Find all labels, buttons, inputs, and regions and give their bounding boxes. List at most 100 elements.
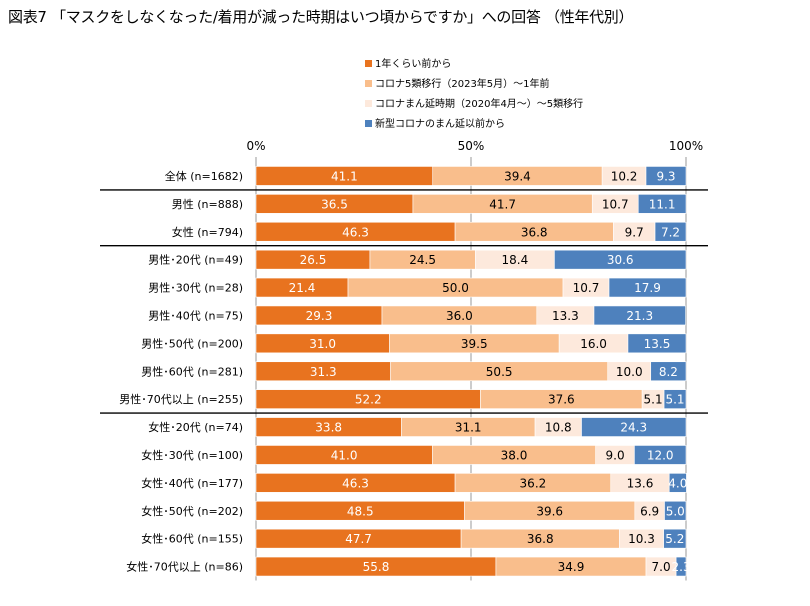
data-label: 24.3 (620, 421, 647, 435)
legend-label: 1年くらい前から (375, 57, 451, 70)
data-label: 5.2 (665, 532, 684, 546)
data-label: 48.5 (347, 504, 374, 518)
bar-segment (663, 528, 687, 549)
data-label: 10.7 (573, 281, 600, 295)
data-label: 7.2 (661, 225, 680, 239)
data-label: 55.8 (363, 560, 390, 574)
data-label: 10.3 (628, 532, 655, 546)
bar-segment (668, 473, 687, 493)
data-label: 9.0 (606, 448, 625, 462)
data-label: 46.3 (342, 225, 369, 239)
x-tick-label: 50% (458, 139, 485, 153)
data-label: 11.1 (649, 197, 676, 211)
category-label: 女性 (n=794) (172, 225, 243, 239)
data-label: 26.5 (300, 253, 327, 267)
data-label: 41.0 (331, 448, 358, 462)
category-label: 女性･70代以上 (n=86) (126, 560, 243, 574)
data-label: 31.0 (309, 337, 336, 351)
category-label: 女性･40代 (n=177) (141, 476, 243, 490)
data-label: 29.3 (306, 309, 333, 323)
data-label: 50.0 (442, 281, 469, 295)
legend-label: コロナまん延時期（2020年4月～）～5類移行 (375, 97, 583, 110)
data-label: 12.0 (647, 448, 674, 462)
x-tick-label: 100% (669, 139, 703, 153)
data-label: 9.7 (625, 225, 644, 239)
legend-swatch (365, 60, 372, 67)
data-label: 5.1 (665, 393, 684, 407)
legend-label: 新型コロナのまん延以前から (375, 117, 505, 130)
data-label: 39.4 (504, 169, 531, 183)
data-label: 52.2 (355, 393, 382, 407)
data-label: 5.0 (666, 504, 685, 518)
data-label: 17.9 (634, 281, 661, 295)
data-label: 38.0 (501, 448, 528, 462)
data-label: 36.2 (520, 476, 547, 490)
bar-segment (593, 305, 686, 326)
bar-segment (675, 556, 687, 577)
data-label: 13.5 (644, 337, 671, 351)
data-label: 21.4 (289, 281, 316, 295)
bar-segment (581, 417, 687, 437)
data-label: 30.6 (607, 253, 634, 267)
data-label: 50.5 (486, 365, 513, 379)
data-label: 41.1 (331, 169, 358, 183)
category-label: 男性･50代 (n=200) (141, 336, 243, 350)
x-tick-label: 0% (246, 139, 265, 153)
data-label: 37.6 (548, 393, 575, 407)
bar-segment (650, 361, 687, 382)
data-label: 10.8 (545, 421, 572, 435)
data-label: 39.6 (536, 504, 563, 518)
data-label: 36.5 (321, 197, 348, 211)
data-label: 2.3 (672, 560, 691, 574)
data-label: 5.1 (644, 393, 663, 407)
data-label: 21.3 (626, 309, 653, 323)
category-label: 男性･70代以上 (n=255) (119, 392, 243, 406)
bar-segment (634, 445, 687, 465)
data-label: 36.8 (527, 532, 554, 546)
data-label: 46.3 (342, 476, 369, 490)
bar-segment (663, 389, 687, 409)
data-label: 31.3 (310, 365, 337, 379)
category-label: 男性 (n=888) (172, 197, 243, 211)
data-label: 41.7 (489, 197, 516, 211)
data-label: 18.4 (502, 253, 529, 267)
bar-segment (637, 194, 687, 214)
category-label: 男性･60代 (n=281) (141, 364, 243, 378)
category-label: 女性･50代 (n=202) (141, 504, 243, 518)
data-label: 10.0 (616, 365, 643, 379)
data-label: 31.1 (455, 421, 482, 435)
bar-segment (645, 166, 687, 186)
bar-segment (554, 249, 687, 270)
data-label: 8.2 (659, 365, 678, 379)
data-label: 7.0 (652, 560, 671, 574)
data-label: 36.0 (446, 309, 473, 323)
data-label: 39.5 (461, 337, 488, 351)
category-label: 全体 (n=1682) (165, 169, 243, 183)
data-label: 33.8 (315, 421, 342, 435)
data-label: 4.0 (668, 476, 687, 490)
chart-title: 図表7 「マスクをしなくなった/着用が減った時期はいつ頃からですか」への回答 （… (8, 8, 634, 26)
data-label: 10.7 (602, 197, 629, 211)
data-label: 9.3 (656, 169, 675, 183)
data-label: 47.7 (345, 532, 372, 546)
data-label: 13.6 (627, 476, 654, 490)
data-label: 16.0 (580, 337, 607, 351)
bar-segment (664, 500, 687, 521)
category-label: 女性･20代 (n=74) (148, 420, 243, 434)
category-label: 男性･40代 (n=75) (148, 308, 243, 322)
data-label: 36.8 (521, 225, 548, 239)
category-label: 女性･30代 (n=100) (141, 448, 243, 462)
bar-segment (654, 221, 687, 242)
data-label: 34.9 (558, 560, 585, 574)
data-label: 13.3 (552, 309, 579, 323)
legend-swatch (365, 120, 372, 127)
data-label: 6.9 (640, 504, 659, 518)
category-label: 女性･60代 (n=155) (141, 532, 243, 546)
category-label: 男性･30代 (n=28) (148, 281, 243, 295)
category-label: 男性･20代 (n=49) (148, 253, 243, 267)
data-label: 10.2 (611, 169, 638, 183)
legend-swatch (365, 80, 372, 87)
data-label: 24.5 (409, 253, 436, 267)
